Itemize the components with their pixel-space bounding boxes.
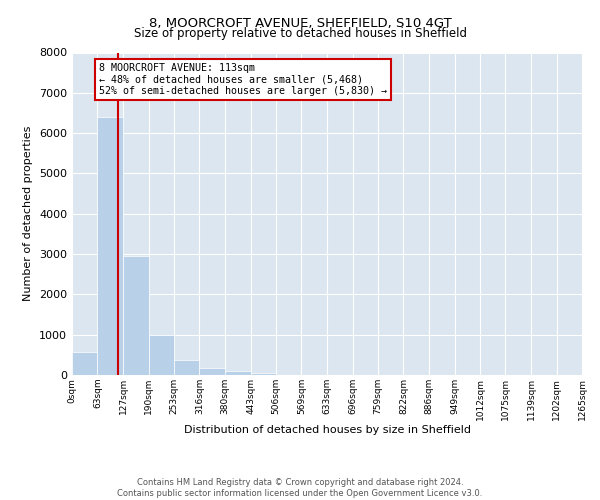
Bar [149,336,174,375]
Text: Size of property relative to detached houses in Sheffield: Size of property relative to detached ho… [133,28,467,40]
Text: 8 MOORCROFT AVENUE: 113sqm
← 48% of detached houses are smaller (5,468)
52% of s: 8 MOORCROFT AVENUE: 113sqm ← 48% of deta… [100,62,388,96]
Bar [123,256,149,375]
Text: 8, MOORCROFT AVENUE, SHEFFIELD, S10 4GT: 8, MOORCROFT AVENUE, SHEFFIELD, S10 4GT [149,18,451,30]
Bar [174,360,199,375]
Text: Contains HM Land Registry data © Crown copyright and database right 2024.
Contai: Contains HM Land Registry data © Crown c… [118,478,482,498]
Bar [97,117,123,375]
Bar [199,368,225,375]
Bar [225,371,251,375]
X-axis label: Distribution of detached houses by size in Sheffield: Distribution of detached houses by size … [184,426,470,436]
Bar [251,373,276,375]
Bar [72,352,97,375]
Y-axis label: Number of detached properties: Number of detached properties [23,126,34,302]
